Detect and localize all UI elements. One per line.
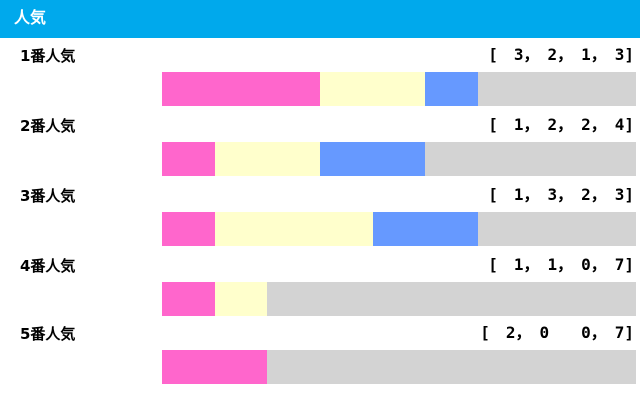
other-finish-segment xyxy=(477,72,636,106)
second-place-segment xyxy=(320,72,426,106)
stacked-bar xyxy=(162,282,636,316)
first-place-segment xyxy=(162,350,268,384)
category-label: 1番人気 xyxy=(20,47,76,65)
stacked-bar xyxy=(162,72,636,106)
record-label: [ 1， 2， 2， 4] xyxy=(488,115,634,134)
second-place-segment xyxy=(214,282,268,316)
stacked-bar xyxy=(162,142,636,176)
chart-row: 2番人気 [ 1， 2， 2， 4] xyxy=(0,114,640,184)
record-label: [ 2， 0 0， 7] xyxy=(480,323,634,342)
category-label: 2番人気 xyxy=(20,117,76,135)
third-place-segment xyxy=(319,142,426,176)
chart-row: 5番人気 [ 2， 0 0， 7] xyxy=(0,322,640,392)
first-place-segment xyxy=(162,212,215,246)
record-label: [ 1， 1， 0， 7] xyxy=(488,255,634,274)
record-label: [ 1， 3， 2， 3] xyxy=(488,185,634,204)
other-finish-segment xyxy=(267,350,636,384)
second-place-segment xyxy=(214,142,320,176)
stacked-bar xyxy=(162,212,636,246)
category-label: 5番人気 xyxy=(20,325,76,343)
first-place-segment xyxy=(162,72,320,106)
third-place-segment xyxy=(372,212,478,246)
first-place-segment xyxy=(162,142,215,176)
chart-row: 3番人気 [ 1， 3， 2， 3] xyxy=(0,184,640,254)
stacked-bar xyxy=(162,350,636,384)
third-place-segment xyxy=(425,72,478,106)
chart-title: 人気 xyxy=(14,8,47,27)
category-label: 4番人気 xyxy=(20,257,76,275)
category-label: 3番人気 xyxy=(20,187,76,205)
chart-row: 4番人気 [ 1， 1， 0， 7] xyxy=(0,254,640,324)
other-finish-segment xyxy=(267,282,636,316)
chart-row: 1番人気 [ 3， 2， 1， 3] xyxy=(0,44,640,114)
second-place-segment xyxy=(214,212,373,246)
record-label: [ 3， 2， 1， 3] xyxy=(488,45,634,64)
first-place-segment xyxy=(162,282,215,316)
chart-header: 人気 xyxy=(0,0,640,38)
other-finish-segment xyxy=(425,142,636,176)
other-finish-segment xyxy=(477,212,636,246)
